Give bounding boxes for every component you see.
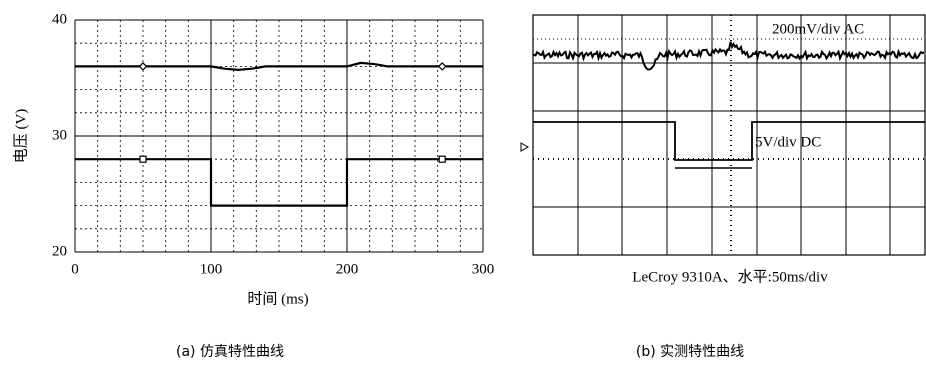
scope-trace <box>533 42 924 70</box>
x-tick-label: 200 <box>336 261 359 277</box>
x-tick-label: 0 <box>71 261 79 277</box>
marker <box>140 63 147 70</box>
y-tick-label: 20 <box>52 243 67 259</box>
y-axis-label: 电压 (V) <box>12 109 29 164</box>
caption: (b) 实测特性曲线 <box>636 344 744 360</box>
oscilloscope: 200mV/div AC 5V/div DC <box>521 15 925 255</box>
x-tick-label: 100 <box>200 261 223 277</box>
y-tick-label: 40 <box>52 11 67 27</box>
marker <box>439 63 446 70</box>
y-tick-label: 30 <box>52 127 67 143</box>
marker <box>140 156 146 162</box>
scope-grid <box>533 15 925 255</box>
scope-label: 200mV/div AC <box>772 21 864 37</box>
scope-label: 5V/div DC <box>755 134 821 150</box>
scope-frame <box>533 15 925 255</box>
caption: (a) 仿真特性曲线 <box>176 344 284 360</box>
x-axis-label: 时间 (ms) <box>247 290 308 307</box>
figure: 200mV/div AC 5V/div DC LeCroy 9310A、水平:5… <box>0 0 926 365</box>
scope-trace <box>533 122 925 160</box>
ground-marker <box>521 143 528 151</box>
marker <box>439 156 445 162</box>
scope-footer: LeCroy 9310A、水平:50ms/div <box>632 268 828 285</box>
line-series <box>75 63 483 70</box>
x-tick-label: 300 <box>472 261 495 277</box>
